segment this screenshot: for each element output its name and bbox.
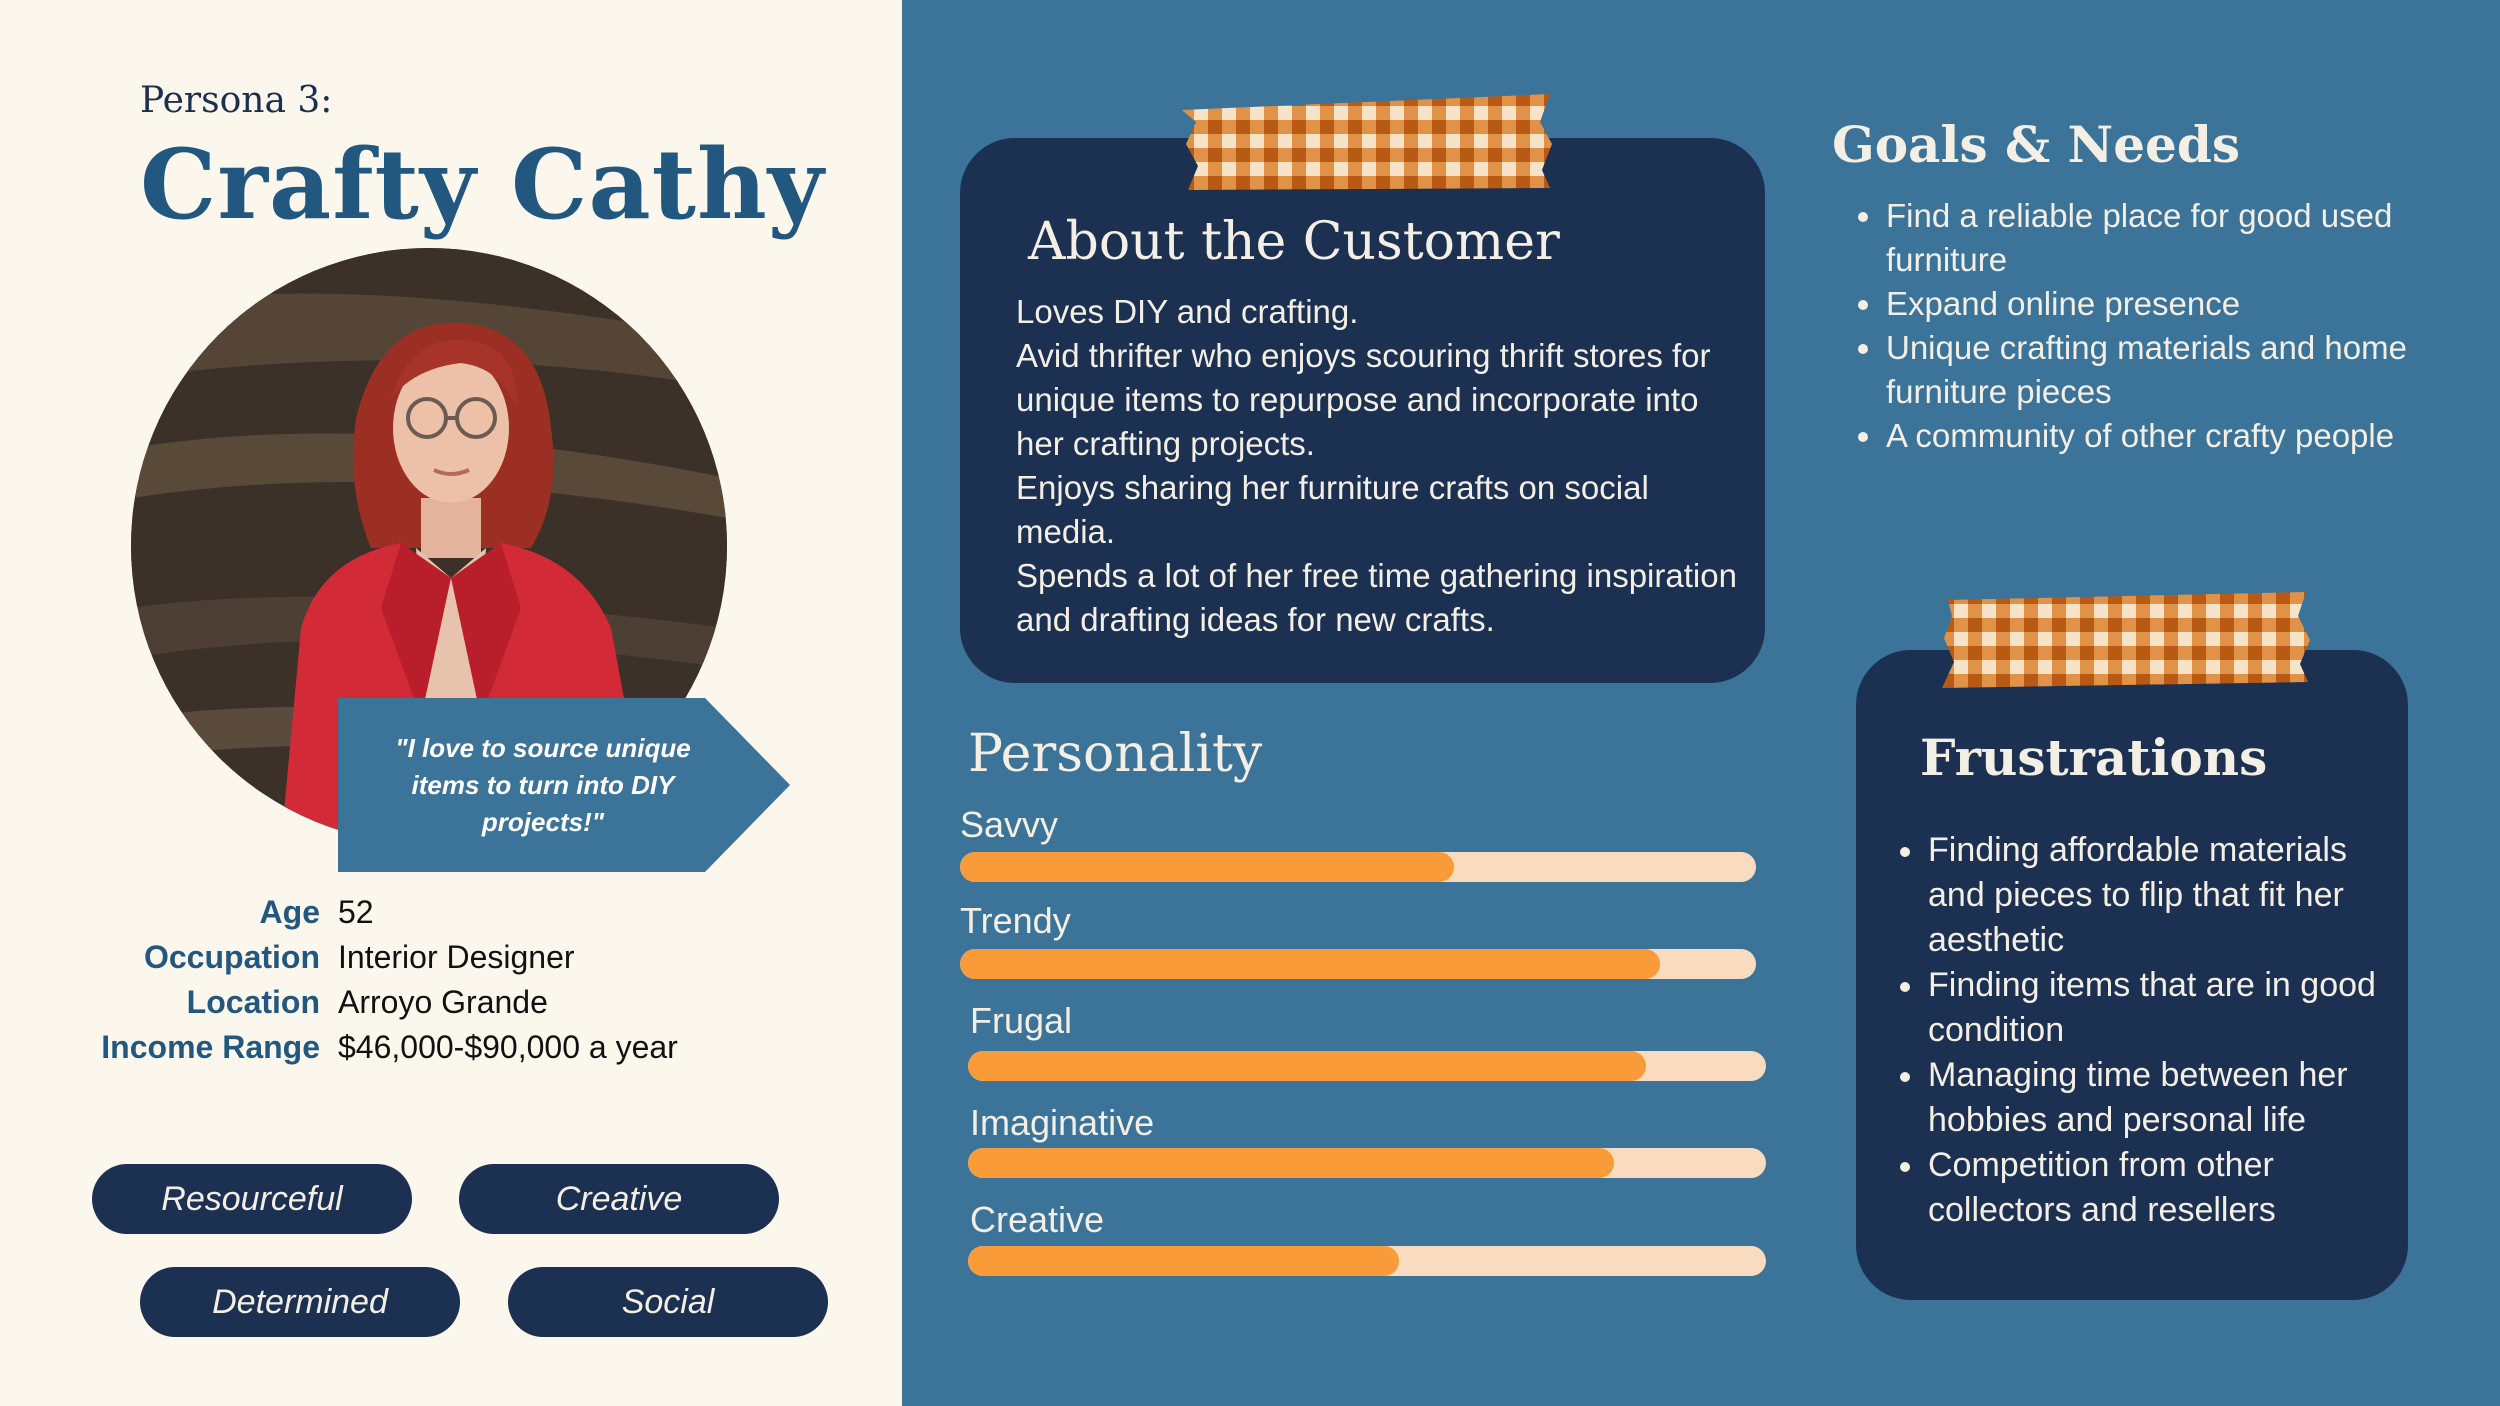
gingham-tape-icon (1942, 592, 2310, 688)
income-range-value: $46,000-$90,000 a year (338, 1029, 678, 1065)
gingham-tape-icon (1182, 94, 1552, 190)
personality-bar-savvy (960, 852, 1756, 882)
info-values: 52 Interior Designer Arroyo Grande $46,0… (338, 890, 678, 1070)
list-item: Expand online presence (1852, 282, 2412, 326)
about-line: Enjoys sharing her furniture crafts on s… (1016, 469, 1649, 550)
goals-list: Find a reliable place for good used furn… (1852, 194, 2412, 458)
frustrations-card (1856, 650, 2408, 1300)
frustrations-list: Finding affordable materials and pieces … (1894, 828, 2404, 1233)
about-line: Loves DIY and crafting. (1016, 293, 1359, 330)
trait-pill-resourceful: Resourceful (92, 1164, 412, 1234)
personality-bar-fill (968, 1246, 1399, 1276)
occupation-label: Occupation (143, 939, 320, 975)
list-item: Managing time between her hobbies and pe… (1894, 1053, 2404, 1143)
personality-bar-creative (968, 1246, 1766, 1276)
about-title: About the Customer (1028, 212, 1560, 272)
personality-label-creative: Creative (970, 1199, 1105, 1240)
about-card (960, 138, 1765, 683)
persona-quote: "I love to source unique items to turn i… (395, 733, 691, 837)
age-label: Age (259, 894, 320, 930)
about-line: Avid thrifter who enjoys scouring thrift… (1016, 337, 1711, 462)
personality-title: Personality (968, 724, 1263, 784)
about-text: Loves DIY and crafting. Avid thrifter wh… (1016, 290, 1751, 642)
quote-callout: "I love to source unique items to turn i… (338, 698, 790, 872)
personality-label-savvy: Savvy (960, 804, 1059, 845)
info-labels: Age Occupation Location Income Range (40, 890, 320, 1070)
personality-bar-fill (960, 949, 1661, 979)
personality-bar-fill (968, 1051, 1647, 1081)
age-value: 52 (338, 894, 374, 930)
list-item: Find a reliable place for good used furn… (1852, 194, 2412, 282)
frustrations-title: Frustrations (1920, 728, 2268, 787)
personality-label-frugal: Frugal (970, 1000, 1073, 1041)
persona-number: Persona 3: (140, 80, 333, 121)
trait-pill-determined: Determined (140, 1267, 460, 1337)
list-item: A community of other crafty people (1852, 414, 2412, 458)
personality-bar-fill (968, 1148, 1615, 1178)
list-item: Finding affordable materials and pieces … (1894, 828, 2404, 963)
location-value: Arroyo Grande (338, 984, 548, 1020)
personality-label-imaginative: Imaginative (970, 1102, 1155, 1143)
personality-bar-fill (960, 852, 1454, 882)
persona-name: Crafty Cathy (140, 128, 825, 241)
trait-pill-social: Social (508, 1267, 828, 1337)
occupation-value: Interior Designer (338, 939, 575, 975)
personality-label-trendy: Trendy (960, 900, 1071, 941)
trait-pill-creative: Creative (459, 1164, 779, 1234)
list-item: Unique crafting materials and home furni… (1852, 326, 2412, 414)
about-line: Spends a lot of her free time gathering … (1016, 557, 1737, 638)
personality-bar-frugal (968, 1051, 1766, 1081)
goals-title: Goals & Needs (1832, 115, 2240, 174)
location-label: Location (186, 984, 320, 1020)
personality-bar-trendy (960, 949, 1756, 979)
list-item: Finding items that are in good condition (1894, 963, 2404, 1053)
income-range-label: Income Range (101, 1029, 320, 1065)
personality-bar-imaginative (968, 1148, 1766, 1178)
list-item: Competition from other collectors and re… (1894, 1143, 2404, 1233)
